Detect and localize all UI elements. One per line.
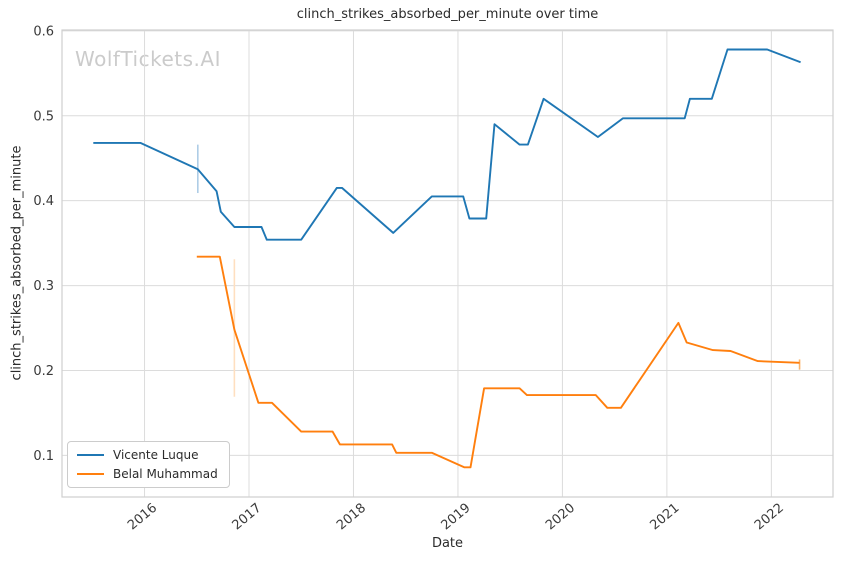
x-tick-label: 2022 [752, 501, 787, 534]
y-tick-label: 0.5 [33, 109, 54, 124]
series-line-0 [93, 48, 801, 241]
y-tick-label: 0.3 [33, 279, 54, 294]
x-tick-label: 2019 [439, 501, 474, 534]
y-tick-label: 0.6 [33, 24, 54, 39]
watermark: WolfTickets.AI [75, 47, 221, 71]
x-tick-label: 2016 [125, 501, 160, 534]
legend-item-vicente-luque: Vicente Luque [77, 448, 218, 462]
y-tick-label: 0.1 [33, 449, 54, 464]
x-tick-label: 2018 [334, 501, 369, 534]
x-tick-label: 2021 [647, 501, 682, 534]
x-tick-label: 2017 [230, 501, 265, 534]
legend: Vicente Luque Belal Muhammad [67, 441, 230, 488]
x-axis-label: Date [431, 536, 464, 551]
legend-line-swatch-orange [77, 473, 104, 475]
legend-line-swatch-blue [77, 454, 104, 456]
legend-label: Belal Muhammad [113, 467, 218, 481]
legend-label: Vicente Luque [113, 448, 199, 462]
y-axis-label: clinch_strikes_absorbed_per_minute [9, 145, 25, 381]
y-tick-label: 0.4 [33, 194, 54, 209]
chart-title: clinch_strikes_absorbed_per_minute over … [296, 7, 599, 22]
y-tick-label: 0.2 [33, 364, 54, 379]
series-line-1 [196, 255, 800, 469]
legend-item-belal-muhammad: Belal Muhammad [77, 467, 218, 481]
x-tick-label: 2020 [543, 501, 578, 534]
plot-border [61, 29, 834, 498]
